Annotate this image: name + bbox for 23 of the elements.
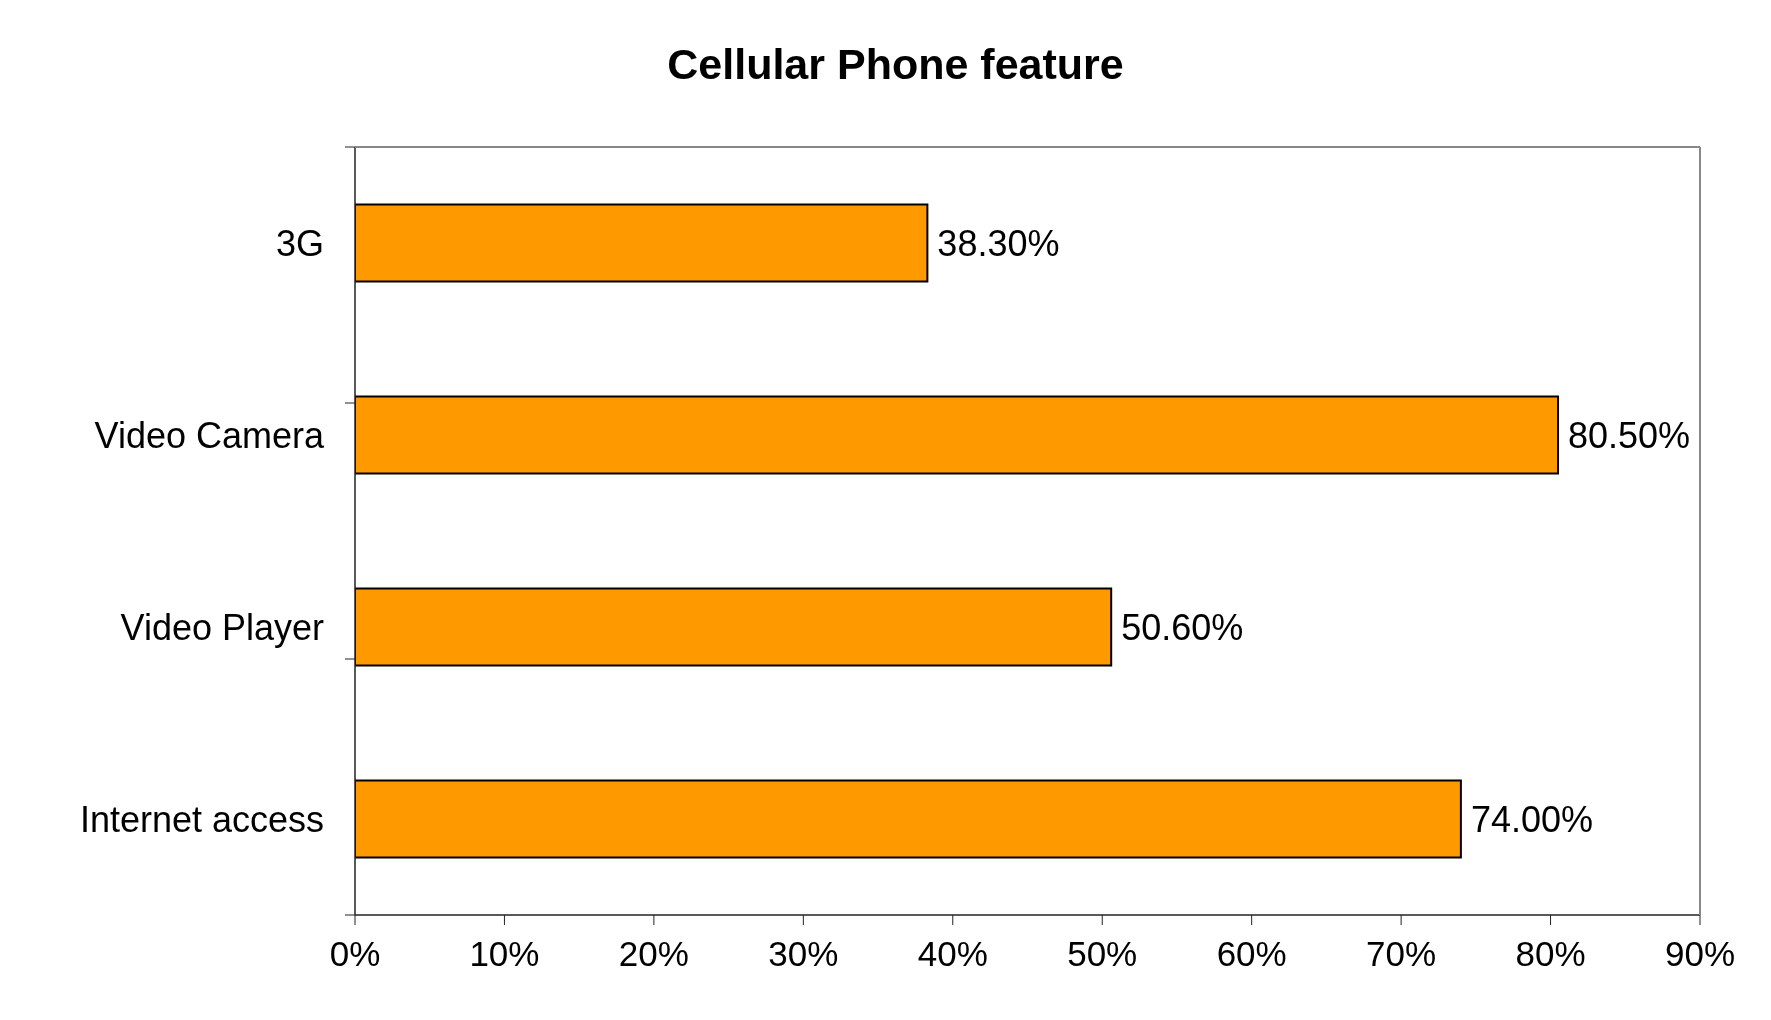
x-tick-label: 30% [768,933,839,973]
x-tick-label: 70% [1366,933,1437,973]
chart-title: Cellular Phone feature [666,40,1125,88]
bar [355,203,929,283]
y-tick-label: Internet access [79,798,324,840]
bar [355,395,1560,475]
data-label: 80.50% [1568,414,1691,456]
y-tick-label: Video Camera [94,414,325,456]
x-tick-label: 40% [917,933,988,973]
data-label: 38.30% [937,222,1060,264]
x-tick-label: 0% [329,933,381,973]
x-tick-label: 10% [469,933,540,973]
data-label: 50.60% [1121,606,1244,648]
x-tick-label: 50% [1067,933,1138,973]
x-tick-label: 60% [1216,933,1287,973]
bar [355,587,1113,667]
bar [355,779,1462,859]
y-tick-label: 3G [275,222,324,264]
x-tick-label: 80% [1515,933,1586,973]
x-tick-label: 90% [1664,933,1736,973]
data-label: 74.00% [1470,798,1593,840]
x-tick-label: 20% [618,933,689,973]
y-tick-label: Video Player [120,606,325,648]
